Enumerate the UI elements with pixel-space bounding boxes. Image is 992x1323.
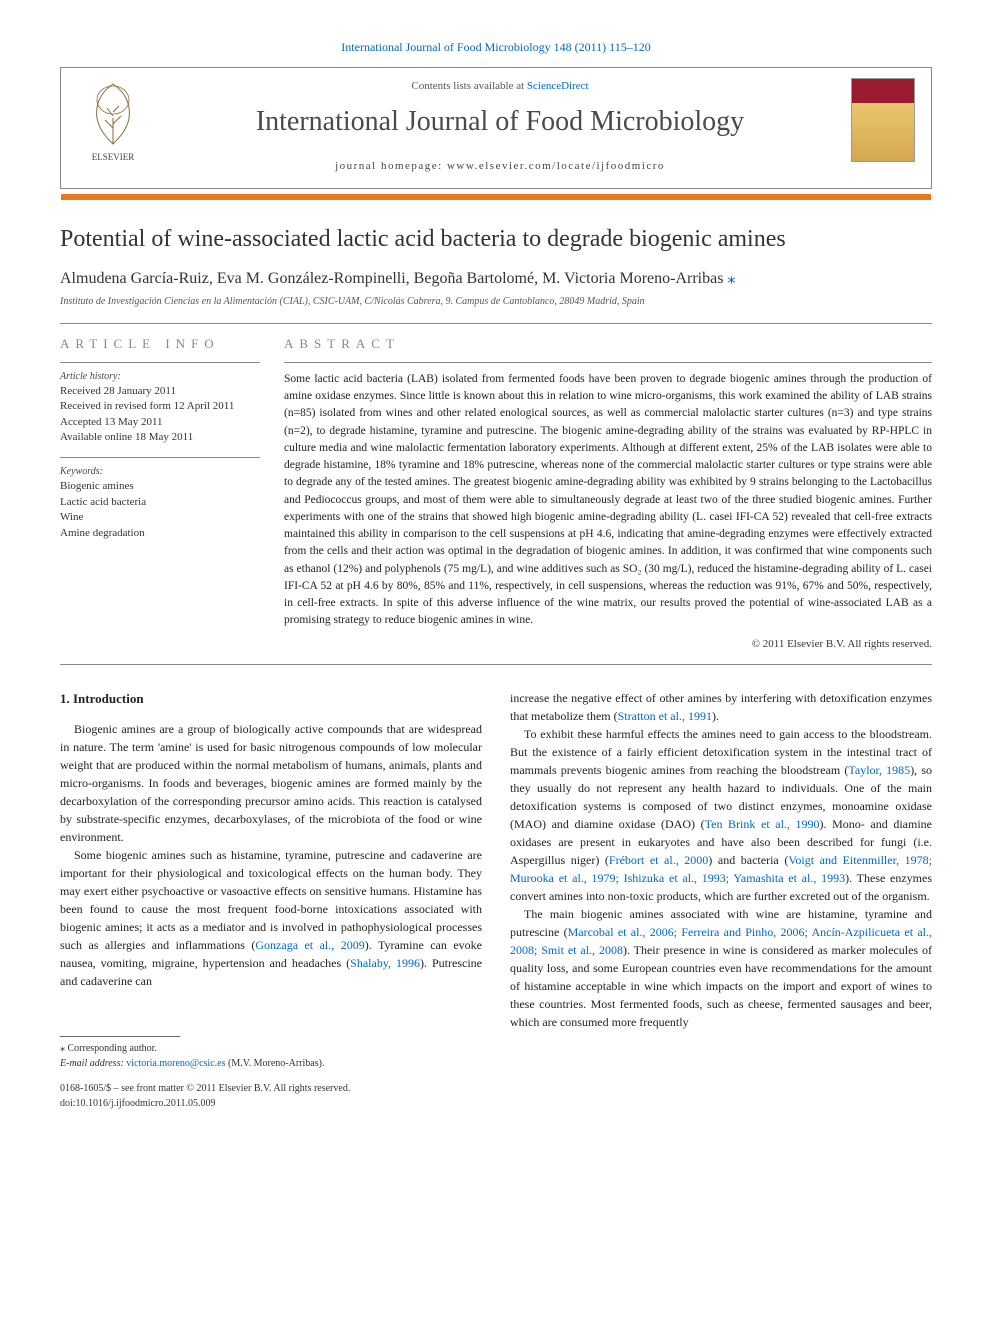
section-heading: 1. Introduction xyxy=(60,689,482,709)
abstract-label: ABSTRACT xyxy=(284,336,932,352)
divider xyxy=(60,664,932,665)
affiliation: Instituto de Investigación Ciencias en l… xyxy=(60,296,932,307)
divider xyxy=(60,457,260,458)
doi-block: 0168-1605/$ – see front matter © 2011 El… xyxy=(60,1081,482,1111)
keywords-label: Keywords: xyxy=(60,466,260,477)
journal-cover-thumb xyxy=(851,78,915,162)
left-column: 1. Introduction Biogenic amines are a gr… xyxy=(60,689,482,1112)
keyword: Wine xyxy=(60,510,260,525)
elsevier-logo: ELSEVIER xyxy=(77,78,149,162)
keyword: Lactic acid bacteria xyxy=(60,495,260,510)
sciencedirect-link[interactable]: ScienceDirect xyxy=(527,80,589,92)
body-paragraph: Some biogenic amines such as histamine, … xyxy=(60,846,482,990)
email-line: E-mail address: victoria.moreno@csic.es … xyxy=(60,1056,482,1071)
body-paragraph: Biogenic amines are a group of biologica… xyxy=(60,720,482,846)
right-column: increase the negative effect of other am… xyxy=(510,689,932,1112)
copyright-line: © 2011 Elsevier B.V. All rights reserved… xyxy=(284,638,932,650)
history-item: Received in revised form 12 April 2011 xyxy=(60,399,260,414)
paper-title: Potential of wine-associated lactic acid… xyxy=(60,225,932,254)
orange-bar-decoration xyxy=(61,194,931,200)
corresponding-star-icon[interactable]: ⁎ xyxy=(727,270,735,287)
elsevier-tree-icon xyxy=(81,78,145,150)
top-citation-link[interactable]: International Journal of Food Microbiolo… xyxy=(60,40,932,55)
ref-link[interactable]: Taylor, 1985 xyxy=(848,763,910,777)
body-paragraph: increase the negative effect of other am… xyxy=(510,689,932,725)
body-paragraph: To exhibit these harmful effects the ami… xyxy=(510,725,932,905)
authors-line: Almudena García-Ruiz, Eva M. González-Ro… xyxy=(60,268,932,288)
body-paragraph: The main biogenic amines associated with… xyxy=(510,905,932,1031)
divider xyxy=(60,362,260,363)
divider xyxy=(284,362,932,363)
article-info-label: ARTICLE INFO xyxy=(60,336,260,352)
abstract-text: Some lactic acid bacteria (LAB) isolated… xyxy=(284,371,932,630)
top-citation-text[interactable]: International Journal of Food Microbiolo… xyxy=(341,40,650,54)
issn-line: 0168-1605/$ – see front matter © 2011 El… xyxy=(60,1081,482,1096)
journal-header-box: ELSEVIER Contents lists available at Sci… xyxy=(60,67,932,189)
keyword: Amine degradation xyxy=(60,526,260,541)
elsevier-label: ELSEVIER xyxy=(92,152,135,162)
keyword: Biogenic amines xyxy=(60,479,260,494)
ref-link[interactable]: Gonzaga et al., 2009 xyxy=(255,938,364,952)
ref-link[interactable]: Stratton et al., 1991 xyxy=(618,709,712,723)
email-link[interactable]: victoria.moreno@csic.es xyxy=(126,1058,225,1069)
history-label: Article history: xyxy=(60,371,260,382)
journal-homepage-link[interactable]: journal homepage: www.elsevier.com/locat… xyxy=(149,160,851,172)
divider xyxy=(60,1036,180,1037)
history-item: Available online 18 May 2011 xyxy=(60,430,260,445)
corresponding-label: ⁎ Corresponding author. xyxy=(60,1041,482,1056)
corresponding-footer: ⁎ Corresponding author. E-mail address: … xyxy=(60,1036,482,1071)
doi-line: doi:10.1016/j.ijfoodmicro.2011.05.009 xyxy=(60,1096,482,1111)
journal-name: International Journal of Food Microbiolo… xyxy=(149,106,851,138)
ref-link[interactable]: Shalaby, 1996 xyxy=(350,956,420,970)
body-two-column: 1. Introduction Biogenic amines are a gr… xyxy=(60,689,932,1112)
history-item: Received 28 January 2011 xyxy=(60,384,260,399)
contents-list-line: Contents lists available at ScienceDirec… xyxy=(149,80,851,92)
divider xyxy=(60,323,932,324)
history-item: Accepted 13 May 2011 xyxy=(60,415,260,430)
ref-link[interactable]: Ten Brink et al., 1990 xyxy=(705,817,820,831)
ref-link[interactable]: Frébort et al., 2000 xyxy=(609,853,708,867)
